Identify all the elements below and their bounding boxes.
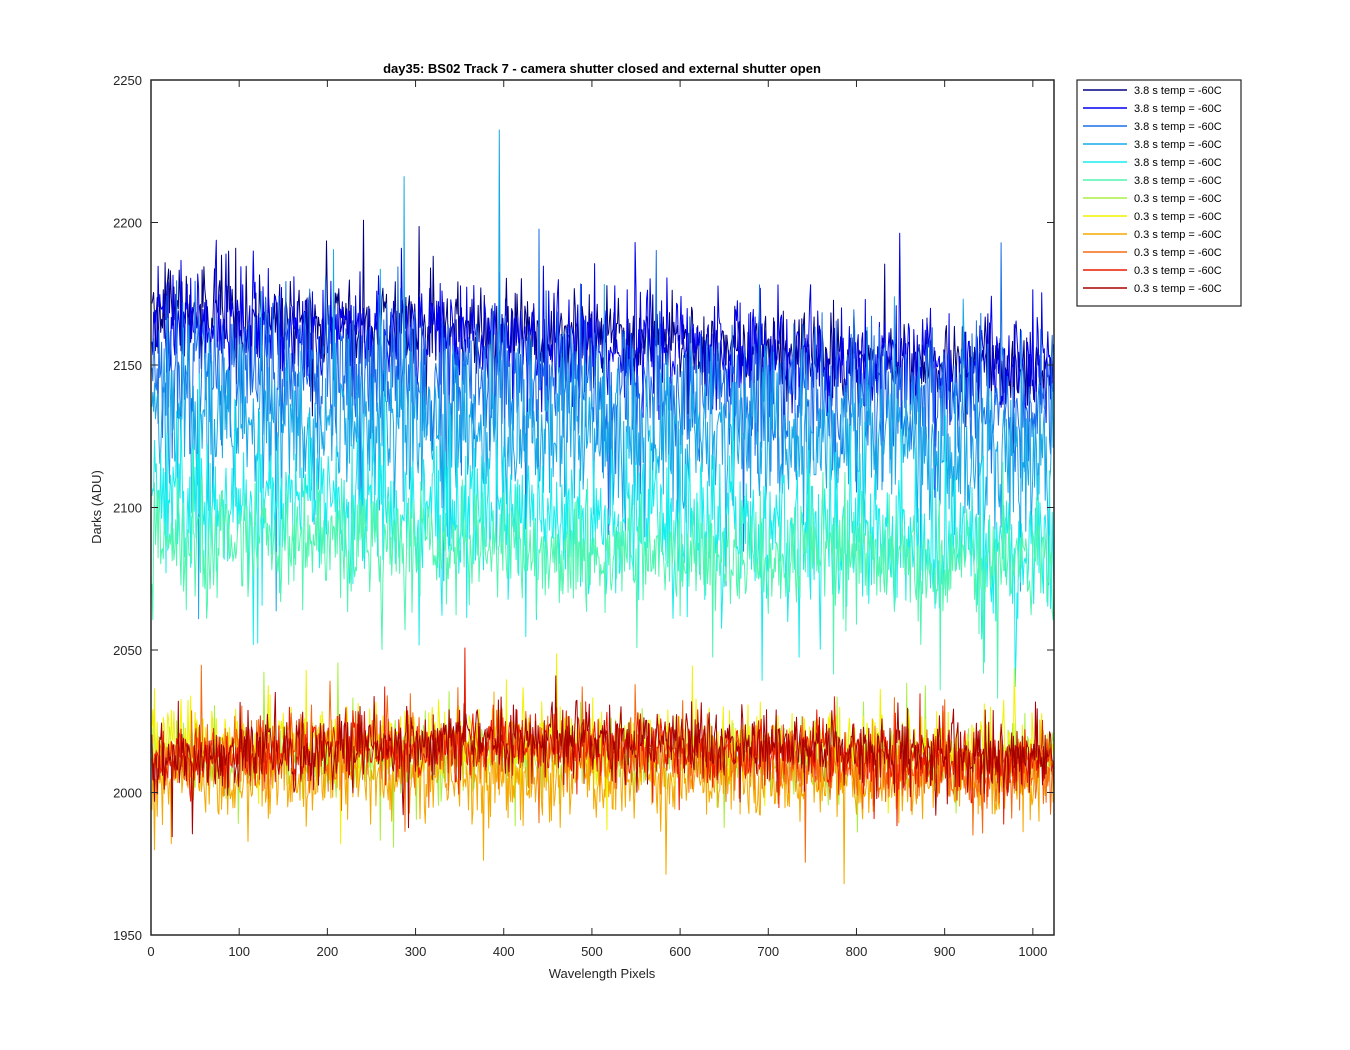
series-line-4 bbox=[151, 129, 1055, 620]
legend-entry: 0.3 s temp = -60C bbox=[1134, 283, 1222, 295]
plot-lines bbox=[151, 129, 1055, 885]
legend: 3.8 s temp = -60C 3.8 s temp = -60C 3.8 s … bbox=[1076, 79, 1242, 307]
x-tick-label: 800 bbox=[846, 944, 868, 959]
series-line-5 bbox=[151, 373, 1055, 687]
y-tick-label: 2100 bbox=[113, 501, 142, 516]
series-line-6 bbox=[151, 448, 1055, 699]
y-axis: 1950 2000 2050 2100 2150 2200 2250 bbox=[113, 73, 1054, 943]
legend-entry: 3.8 s temp = -60C bbox=[1134, 157, 1222, 169]
y-axis-label: Darks (ADU) bbox=[89, 470, 104, 544]
legend-entry: 3.8 s temp = -60C bbox=[1134, 175, 1222, 187]
legend-entry: 0.3 s temp = -60C bbox=[1134, 211, 1222, 223]
x-tick-label: 300 bbox=[405, 944, 427, 959]
legend-entry: 0.3 s temp = -60C bbox=[1134, 193, 1222, 205]
legend-entry: 3.8 s temp = -60C bbox=[1134, 139, 1222, 151]
legend-entry: 0.3 s temp = -60C bbox=[1134, 229, 1222, 241]
y-tick-label: 2150 bbox=[113, 358, 142, 373]
x-tick-label: 700 bbox=[757, 944, 779, 959]
legend-entry: 3.8 s temp = -60C bbox=[1134, 103, 1222, 115]
y-tick-label: 2200 bbox=[113, 216, 142, 231]
legend-entry: 0.3 s temp = -60C bbox=[1134, 265, 1222, 277]
x-tick-label: 900 bbox=[934, 944, 956, 959]
y-tick-label: 1950 bbox=[113, 928, 142, 943]
x-tick-label: 400 bbox=[493, 944, 515, 959]
x-axis: 0 100 200 300 400 500 600 700 800 900 1000 bbox=[147, 80, 1047, 959]
x-tick-label: 600 bbox=[669, 944, 691, 959]
x-tick-label: 100 bbox=[228, 944, 250, 959]
chart-title: day35: BS02 Track 7 - camera shutter clo… bbox=[383, 61, 821, 76]
legend-entry: 3.8 s temp = -60C bbox=[1134, 85, 1222, 97]
x-tick-label: 1000 bbox=[1018, 944, 1047, 959]
x-tick-label: 500 bbox=[581, 944, 603, 959]
x-tick-label: 200 bbox=[317, 944, 339, 959]
y-tick-label: 2050 bbox=[113, 643, 142, 658]
x-axis-label: Wavelength Pixels bbox=[549, 966, 656, 981]
legend-entry: 3.8 s temp = -60C bbox=[1134, 121, 1222, 133]
series-line-2 bbox=[151, 232, 1055, 498]
y-tick-label: 2000 bbox=[113, 786, 142, 801]
legend-box bbox=[1076, 79, 1242, 307]
x-tick-label: 0 bbox=[147, 944, 154, 959]
legend-entry: 0.3 s temp = -60C bbox=[1134, 247, 1222, 259]
series-line-12 bbox=[151, 675, 1055, 838]
y-tick-label: 2250 bbox=[113, 73, 142, 88]
